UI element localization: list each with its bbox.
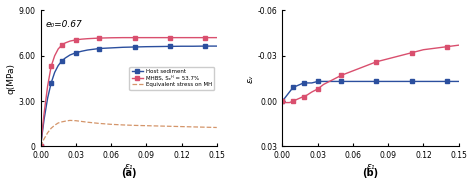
Equivalent stress on MH xyxy=(167,125,173,127)
MHBS, Sₑᴴ = 53.7% xyxy=(132,36,137,39)
MHBS, Sₑᴴ = 53.7% xyxy=(202,36,208,39)
Legend: Host sediment, MHBS, Sₑᴴ = 53.7%, Equivalent stress on MH: Host sediment, MHBS, Sₑᴴ = 53.7%, Equiva… xyxy=(129,67,214,90)
Host sediment xyxy=(214,45,219,47)
Host sediment xyxy=(45,97,50,99)
Line: Equivalent stress on MH: Equivalent stress on MH xyxy=(41,120,217,146)
Y-axis label: εᵥ: εᵥ xyxy=(246,74,255,83)
Host sediment xyxy=(144,46,149,48)
Equivalent stress on MH xyxy=(132,124,137,127)
MHBS, Sₑᴴ = 53.7% xyxy=(55,48,61,50)
Equivalent stress on MH xyxy=(52,124,57,126)
Text: e₀=0.67: e₀=0.67 xyxy=(46,20,82,29)
MHBS, Sₑᴴ = 53.7% xyxy=(179,36,184,39)
MHBS, Sₑᴴ = 53.7% xyxy=(167,36,173,39)
MHBS, Sₑᴴ = 53.7% xyxy=(52,55,57,57)
Equivalent stress on MH xyxy=(144,125,149,127)
Equivalent stress on MH xyxy=(120,124,126,126)
MHBS, Sₑᴴ = 53.7% xyxy=(41,112,47,114)
MHBS, Sₑᴴ = 53.7% xyxy=(85,38,91,40)
Host sediment xyxy=(167,45,173,47)
MHBS, Sₑᴴ = 53.7% xyxy=(214,36,219,39)
Host sediment xyxy=(63,57,68,59)
Host sediment xyxy=(97,47,102,50)
Host sediment xyxy=(52,71,57,73)
Equivalent stress on MH xyxy=(38,145,44,148)
X-axis label: ε₁: ε₁ xyxy=(366,162,375,171)
Line: Host sediment: Host sediment xyxy=(39,44,219,148)
Host sediment xyxy=(79,50,84,52)
MHBS, Sₑᴴ = 53.7% xyxy=(120,36,126,39)
MHBS, Sₑᴴ = 53.7% xyxy=(45,85,50,87)
Equivalent stress on MH xyxy=(179,125,184,128)
Equivalent stress on MH xyxy=(63,120,68,122)
Host sediment xyxy=(38,145,44,148)
Equivalent stress on MH xyxy=(55,122,61,124)
MHBS, Sₑᴴ = 53.7% xyxy=(97,37,102,39)
MHBS, Sₑᴴ = 53.7% xyxy=(108,37,114,39)
Host sediment xyxy=(67,54,73,56)
MHBS, Sₑᴴ = 53.7% xyxy=(59,44,64,46)
MHBS, Sₑᴴ = 53.7% xyxy=(144,36,149,39)
Y-axis label: q(MPa): q(MPa) xyxy=(7,63,16,94)
Equivalent stress on MH xyxy=(73,119,79,122)
Equivalent stress on MH xyxy=(85,121,91,123)
Equivalent stress on MH xyxy=(214,126,219,129)
Host sediment xyxy=(108,47,114,49)
Host sediment xyxy=(155,45,161,48)
Host sediment xyxy=(59,60,64,62)
Equivalent stress on MH xyxy=(191,126,196,128)
Text: (a): (a) xyxy=(121,168,137,178)
Host sediment xyxy=(55,65,61,67)
Host sediment xyxy=(179,45,184,47)
Equivalent stress on MH xyxy=(108,123,114,125)
Host sediment xyxy=(132,46,137,48)
Host sediment xyxy=(48,82,54,84)
Equivalent stress on MH xyxy=(45,132,50,134)
MHBS, Sₑᴴ = 53.7% xyxy=(191,36,196,39)
Equivalent stress on MH xyxy=(67,119,73,122)
Host sediment xyxy=(85,49,91,51)
Host sediment xyxy=(41,118,47,120)
Equivalent stress on MH xyxy=(155,125,161,127)
MHBS, Sₑᴴ = 53.7% xyxy=(48,65,54,68)
Host sediment xyxy=(202,45,208,47)
Equivalent stress on MH xyxy=(79,120,84,123)
Equivalent stress on MH xyxy=(59,121,64,123)
Text: (b): (b) xyxy=(363,168,379,178)
Line: MHBS, Sₑᴴ = 53.7%: MHBS, Sₑᴴ = 53.7% xyxy=(39,36,219,148)
Host sediment xyxy=(191,45,196,47)
Equivalent stress on MH xyxy=(202,126,208,128)
MHBS, Sₑᴴ = 53.7% xyxy=(155,36,161,39)
Equivalent stress on MH xyxy=(97,122,102,125)
Equivalent stress on MH xyxy=(41,138,47,140)
Host sediment xyxy=(73,52,79,54)
MHBS, Sₑᴴ = 53.7% xyxy=(38,145,44,148)
Host sediment xyxy=(120,46,126,48)
MHBS, Sₑᴴ = 53.7% xyxy=(67,40,73,42)
MHBS, Sₑᴴ = 53.7% xyxy=(73,39,79,41)
X-axis label: ε₁: ε₁ xyxy=(125,162,133,171)
Equivalent stress on MH xyxy=(48,127,54,129)
MHBS, Sₑᴴ = 53.7% xyxy=(79,38,84,40)
MHBS, Sₑᴴ = 53.7% xyxy=(63,42,68,44)
